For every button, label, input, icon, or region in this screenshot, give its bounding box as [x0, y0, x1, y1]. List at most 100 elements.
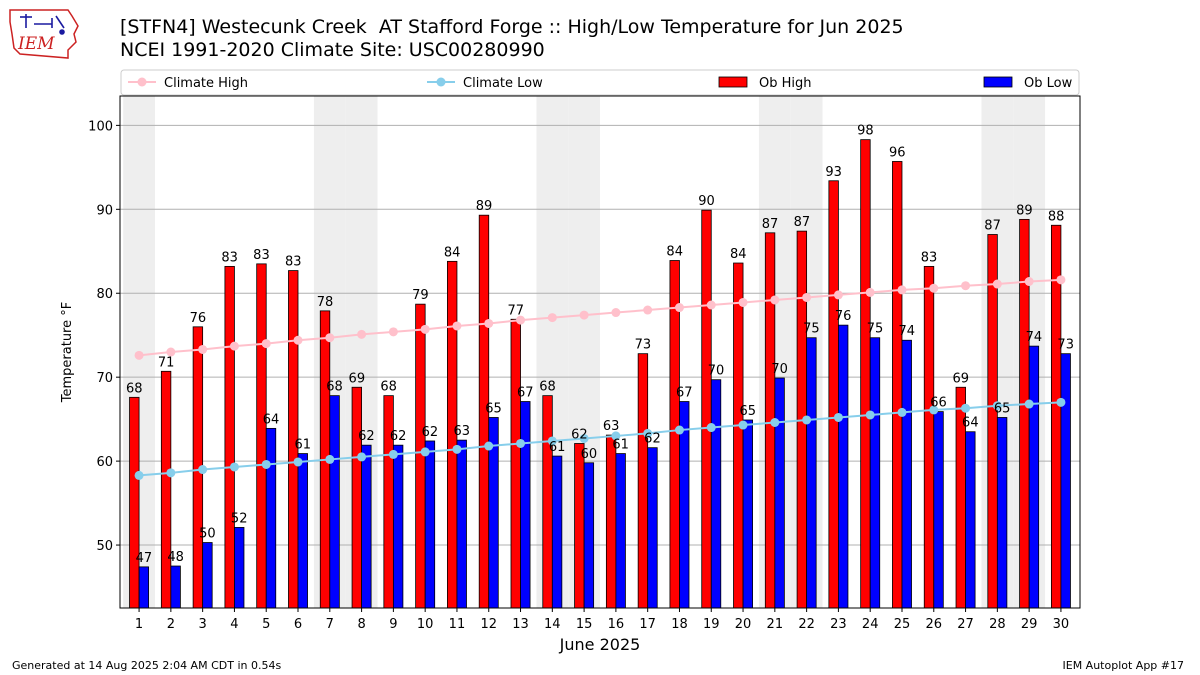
legend-swatch-marker [137, 77, 147, 87]
ob-high-label: 83 [221, 250, 238, 265]
weekend-band [758, 96, 791, 608]
ob-high-bar [415, 303, 426, 609]
climate-low-point [134, 470, 144, 480]
climate-high-point [229, 341, 239, 351]
chart-subtitle: NCEI 1991-2020 Climate Site: USC00280990 [120, 39, 545, 61]
ob-low-label: 47 [136, 551, 153, 566]
ob-low-bar [551, 455, 563, 609]
iem-logo: IEM [9, 9, 79, 59]
ob-low-label: 65 [740, 404, 757, 419]
ob-low-label: 74 [1026, 330, 1043, 345]
ob-low-label: 70 [708, 364, 725, 379]
climate-low-point [770, 418, 780, 428]
climate-low-point [1056, 397, 1066, 407]
climate-low-point [802, 415, 812, 425]
ob-low-label: 67 [517, 386, 534, 401]
ob-low-bar [138, 566, 150, 609]
x-axis-label: June 2025 [559, 635, 641, 654]
ob-low-label: 76 [835, 309, 852, 324]
ob-high-label: 84 [730, 247, 747, 262]
climate-low-point [706, 423, 716, 433]
ob-high-bar [129, 396, 140, 609]
climate-high-point [643, 305, 653, 315]
ob-high-bar [192, 326, 204, 609]
ob-low-label: 62 [358, 429, 375, 444]
ob-high-bar [288, 270, 299, 609]
ob-high-bar [796, 230, 808, 609]
ob-high-bar [1050, 224, 1062, 609]
ob-low-bar [742, 419, 753, 609]
x-tick-label: 12 [480, 617, 497, 632]
x-tick-label: 20 [735, 617, 752, 632]
climate-low-point [420, 447, 430, 457]
climate-low-point [388, 449, 398, 459]
ob-low-bar [710, 379, 722, 609]
x-tick-label: 1 [135, 617, 143, 632]
climate-high-point [547, 313, 557, 323]
x-tick-label: 16 [608, 617, 625, 632]
climate-high-point [579, 310, 589, 320]
temperature-bars [129, 139, 1071, 609]
ob-low-bar [456, 439, 467, 609]
x-tick-label: 15 [576, 617, 593, 632]
ob-low-bar [869, 337, 881, 609]
ob-high-bar [447, 260, 458, 609]
climate-low-line [138, 401, 1061, 477]
climate-low-point [229, 462, 239, 472]
climate-high-point [452, 321, 462, 331]
weekend-band [345, 96, 378, 608]
ob-high-bar [319, 310, 331, 609]
ob-high-bar [669, 260, 680, 609]
ob-high-bar [987, 234, 998, 609]
ob-high-bar [224, 265, 235, 609]
ob-low-bar [774, 377, 785, 609]
climate-high-point [1056, 275, 1066, 285]
climate-low-point [1024, 399, 1034, 409]
ob-high-label: 84 [666, 245, 683, 260]
ob-high-label: 84 [444, 245, 461, 260]
y-axis-label: Temperature °F [60, 302, 75, 403]
weekend-bands [123, 96, 1046, 608]
climate-high-point [897, 285, 907, 295]
ob-high-label: 69 [349, 371, 366, 386]
climate-low-point [357, 452, 367, 462]
weekend-band [1013, 96, 1046, 608]
climate-low-point [516, 438, 526, 448]
x-tick-label: 11 [449, 617, 466, 632]
ob-high-bar [478, 214, 490, 609]
ob-high-label: 68 [126, 381, 143, 396]
ob-high-bar [574, 443, 585, 609]
legend-label: Ob Low [1024, 76, 1073, 91]
ob-high-bar [542, 395, 553, 609]
ob-low-bar [170, 565, 181, 609]
climate-lines [134, 275, 1066, 480]
ob-high-label: 78 [317, 295, 334, 310]
y-tick-label: 90 [96, 203, 113, 218]
legend-box [120, 69, 1080, 96]
bar-value-labels: 68 71 76 83 83 83 78 69 68 79 84 89 77 68 62 63 73 84 90 84… [126, 124, 1074, 566]
legend-swatch-bar [983, 76, 1013, 88]
legend-swatch-bar [718, 76, 748, 88]
climate-low-point [325, 454, 335, 464]
x-tick-label: 14 [544, 617, 561, 632]
climate-high-point [929, 283, 939, 293]
ob-low-bar [488, 417, 499, 609]
climate-high-point [802, 292, 812, 302]
x-tick-label: 17 [639, 617, 656, 632]
climate-low-point [992, 401, 1002, 411]
y-tick-label: 50 [96, 539, 113, 554]
weekend-band [981, 96, 1014, 608]
ob-low-label: 62 [644, 432, 661, 447]
ob-high-label: 79 [412, 288, 429, 303]
ob-low-label: 61 [295, 438, 312, 453]
ob-low-label: 73 [1057, 338, 1074, 353]
ob-low-label: 64 [263, 412, 280, 427]
climate-high-point [325, 333, 335, 343]
weekend-band [313, 96, 346, 608]
climate-high-point [516, 315, 526, 325]
ob-low-label: 64 [962, 416, 979, 431]
y-tick-label: 60 [96, 455, 113, 470]
x-tick-label: 8 [357, 617, 365, 632]
weekend-band [123, 96, 155, 608]
ob-high-label: 68 [380, 380, 397, 395]
